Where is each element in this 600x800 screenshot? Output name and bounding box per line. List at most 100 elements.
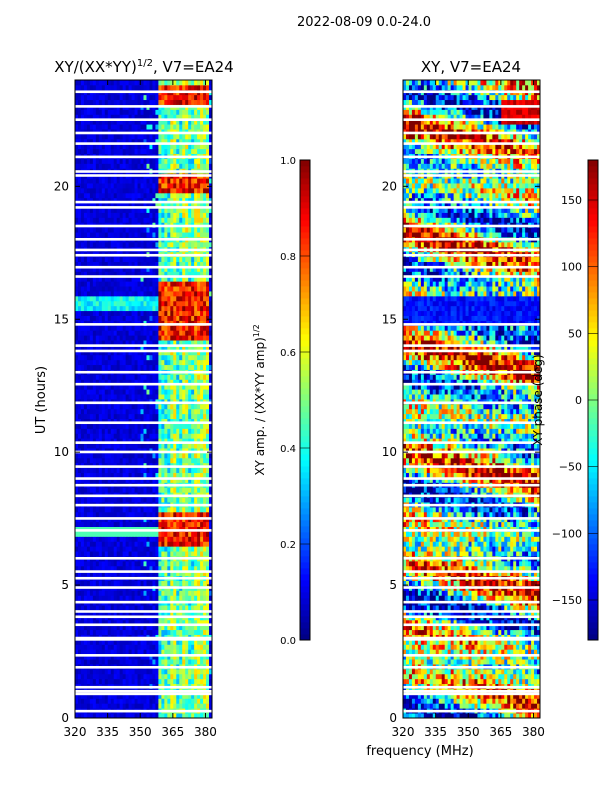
heatmap-cell <box>95 340 100 346</box>
heatmap-cell <box>125 286 130 292</box>
heatmap-cell <box>152 379 156 385</box>
heatmap-cell <box>134 276 138 282</box>
heatmap-cell <box>119 335 124 341</box>
heatmap-cell <box>188 433 192 439</box>
heatmap-cell <box>191 629 195 635</box>
heatmap-cell <box>92 678 97 685</box>
heatmap-cell <box>155 261 159 267</box>
heatmap-cell <box>110 325 115 331</box>
heatmap-cell <box>80 619 85 626</box>
heatmap-cell <box>185 325 189 331</box>
heatmap-cell <box>158 374 162 380</box>
heatmap-cell <box>134 472 138 478</box>
heatmap-cell <box>200 256 204 262</box>
heatmap-cell <box>200 428 204 434</box>
heatmap-cell <box>188 232 192 238</box>
heatmap-cell <box>188 212 192 218</box>
heatmap-cell <box>185 467 189 474</box>
heatmap-cell <box>185 354 189 361</box>
heatmap-cell <box>98 286 103 292</box>
heatmap-cell <box>83 232 88 238</box>
heatmap-cell <box>164 354 168 361</box>
heatmap-cell <box>107 187 112 194</box>
heatmap-cell <box>149 546 153 552</box>
heatmap-cell <box>122 187 127 194</box>
heatmap-cell <box>122 271 127 277</box>
heatmap-cell <box>119 698 124 704</box>
heatmap-cell <box>128 217 132 223</box>
heatmap-cell <box>125 644 130 650</box>
heatmap-cell <box>179 433 183 439</box>
heatmap-cell <box>86 183 91 189</box>
heatmap-cell <box>197 354 201 361</box>
heatmap-cell <box>182 551 186 557</box>
heatmap-cell <box>167 565 171 572</box>
heatmap-cell <box>155 227 159 233</box>
heatmap-cell <box>128 187 132 194</box>
heatmap-cell <box>137 629 141 635</box>
heatmap-cell <box>128 565 132 572</box>
heatmap-cell <box>152 698 156 704</box>
heatmap-cell <box>194 487 198 493</box>
heatmap-cell <box>92 521 97 527</box>
heatmap-cell <box>110 207 115 213</box>
heatmap-cell <box>209 570 213 577</box>
heatmap-cell <box>131 452 135 459</box>
heatmap-cell <box>167 595 171 601</box>
heatmap-cell <box>116 418 121 424</box>
heatmap-cell <box>119 678 124 685</box>
heatmap-cell <box>173 659 177 665</box>
heatmap-cell <box>98 693 103 699</box>
heatmap-cell <box>125 305 130 312</box>
heatmap-cell <box>92 374 97 380</box>
heatmap-cell <box>101 673 106 680</box>
heatmap-cell <box>149 624 153 631</box>
heatmap-cell <box>86 668 91 675</box>
heatmap-cell <box>113 187 118 194</box>
heatmap-cell <box>161 531 165 537</box>
heatmap-cell <box>161 580 165 586</box>
heatmap-cell <box>128 276 132 282</box>
heatmap-cell <box>140 595 144 601</box>
heatmap-cell <box>185 345 189 351</box>
heatmap-cell <box>101 374 106 380</box>
heatmap-cell <box>116 541 121 547</box>
heatmap-cell <box>185 256 189 262</box>
heatmap-cell <box>137 531 141 537</box>
heatmap-cell <box>110 374 115 380</box>
heatmap-cell <box>98 438 103 444</box>
heatmap-cell <box>188 418 192 424</box>
heatmap-cell <box>134 595 138 601</box>
heatmap-cell <box>197 359 201 366</box>
heatmap-cell <box>176 359 180 366</box>
heatmap-cell <box>203 374 207 380</box>
heatmap-cell <box>137 639 141 645</box>
heatmap-cell <box>182 305 186 312</box>
heatmap-cell <box>131 207 135 213</box>
heatmap-cell <box>140 256 144 262</box>
heatmap-cell <box>167 197 171 204</box>
heatmap-cell <box>140 433 144 439</box>
heatmap-cell <box>173 477 177 483</box>
heatmap-cell <box>179 305 183 312</box>
heatmap-cell <box>164 202 168 208</box>
heatmap-cell <box>188 413 192 420</box>
heatmap-cell <box>119 286 124 292</box>
heatmap-cell <box>110 335 115 341</box>
heatmap-cell <box>209 678 213 685</box>
heatmap-cell <box>164 511 168 518</box>
heatmap-cell <box>137 394 141 400</box>
heatmap-cell <box>110 286 115 292</box>
heatmap-cell <box>176 605 180 611</box>
heatmap-cell <box>197 487 201 493</box>
heatmap-cell <box>152 413 156 420</box>
heatmap-cell <box>95 241 100 248</box>
left-title-tail: , V7=EA24 <box>153 58 234 76</box>
heatmap-cell <box>131 256 135 262</box>
heatmap-cell <box>149 281 153 287</box>
heatmap-cell <box>194 232 198 238</box>
heatmap-cell <box>113 325 118 331</box>
heatmap-cell <box>203 207 207 213</box>
heatmap-cell <box>173 678 177 685</box>
